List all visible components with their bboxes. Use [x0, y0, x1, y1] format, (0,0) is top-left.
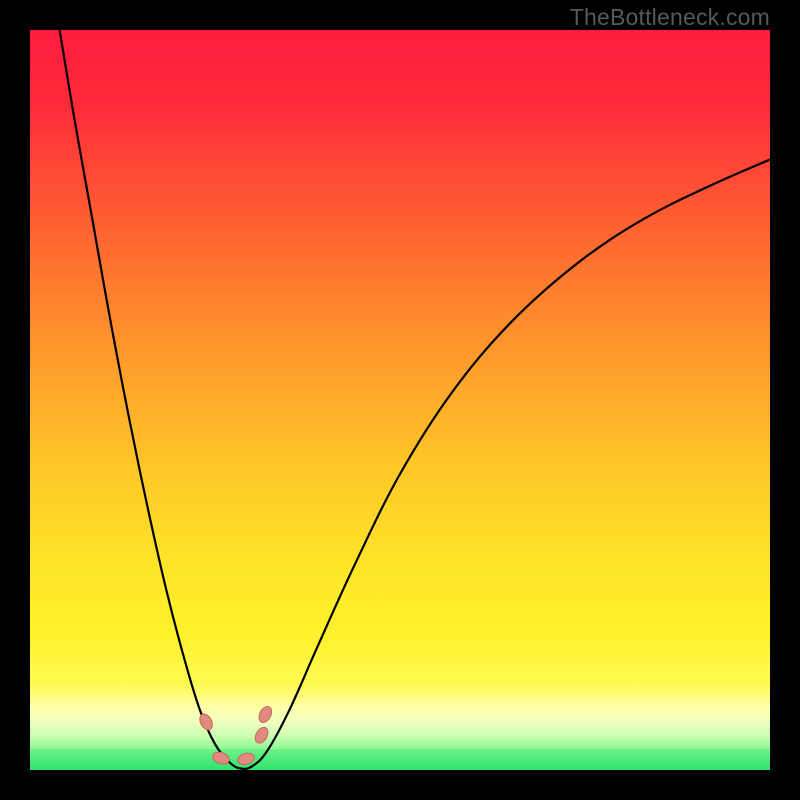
watermark-text: TheBottleneck.com [570, 4, 770, 31]
chart-svg [30, 30, 770, 770]
gradient-background [30, 30, 770, 770]
plot-area [30, 30, 770, 770]
green-bottom-strip [30, 749, 770, 770]
chart-container: TheBottleneck.com [0, 0, 800, 800]
